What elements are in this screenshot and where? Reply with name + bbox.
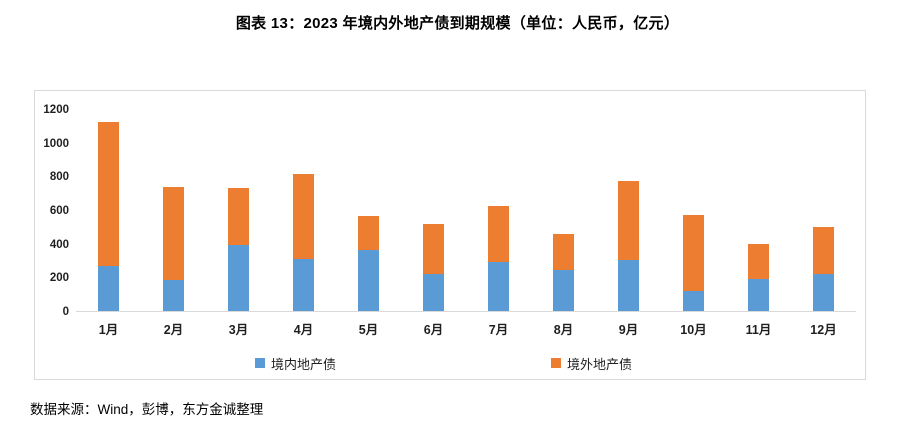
bar-segment (683, 291, 704, 311)
bar-segment (748, 243, 769, 280)
bar-group (423, 223, 444, 311)
x-tick-label: 11月 (745, 323, 772, 337)
bar-group (553, 233, 574, 311)
plot-area (76, 110, 856, 312)
y-tick-label: 400 (49, 238, 69, 251)
x-tick-label: 1月 (98, 323, 119, 337)
y-tick-label: 800 (49, 171, 69, 184)
x-tick-label: 5月 (358, 323, 379, 337)
legend-item: 境外地产债 (551, 354, 632, 372)
bar-segment (228, 245, 249, 311)
bar-segment (228, 188, 249, 246)
legend-label: 境内地产债 (271, 356, 337, 372)
y-tick-label: 1000 (43, 137, 69, 150)
bar-segment (423, 274, 444, 311)
bar-segment (293, 258, 314, 311)
bar-segment (553, 233, 574, 270)
bar-group (228, 188, 249, 311)
bar-segment (618, 260, 639, 311)
x-tick-label: 2月 (163, 323, 184, 337)
bar-group (618, 181, 639, 311)
bar-segment (488, 262, 509, 311)
bar-segment (98, 265, 119, 311)
bar-group (488, 206, 509, 311)
x-tick-label: 10月 (680, 323, 707, 337)
bar-segment (293, 173, 314, 259)
bar-segment (618, 181, 639, 261)
bar-group (748, 243, 769, 311)
bar-segment (748, 279, 769, 311)
x-tick-label: 6月 (423, 323, 444, 337)
bar-group (358, 216, 379, 311)
bar-segment (813, 274, 834, 311)
y-axis: 0 200 400 600 800 1000 1200 (35, 104, 69, 318)
bar-segment (358, 250, 379, 311)
x-tick-label: 8月 (553, 323, 574, 337)
chart-container: 0 200 400 600 800 1000 1200 1月 2月 3月 4月 5月 6月 7月 8月 9月… (34, 90, 866, 380)
bar-group (813, 226, 834, 311)
bar-group (98, 121, 119, 311)
data-source-note: 数据来源：Wind，彭博，东方金诚整理 (30, 402, 264, 417)
y-tick-label: 1200 (43, 104, 69, 116)
bar-group (683, 214, 704, 311)
x-axis: 1月 2月 3月 4月 5月 6月 7月 8月 9月 10月 11月 12月 (76, 319, 856, 339)
legend-swatch-icon (551, 358, 561, 368)
bar-segment (163, 187, 184, 280)
x-tick-label: 12月 (810, 323, 837, 337)
x-tick-label: 4月 (293, 323, 314, 337)
bar-segment (488, 206, 509, 263)
y-tick-label: 600 (49, 205, 69, 217)
bar-segment (163, 279, 184, 311)
legend-item: 境内地产债 (255, 354, 336, 372)
bar-group (163, 187, 184, 311)
bar-segment (553, 269, 574, 311)
legend-label: 境外地产债 (567, 356, 633, 372)
bar-segment (423, 223, 444, 275)
bar-segment (683, 214, 704, 292)
bar-segment (358, 216, 379, 251)
y-tick-label: 200 (49, 272, 69, 285)
x-tick-label: 7月 (488, 323, 509, 337)
chart-title: 图表 13：2023 年境内外地产债到期规模（单位：人民币，亿元） (235, 15, 680, 32)
bar-segment (813, 226, 834, 275)
x-tick-label: 9月 (618, 323, 639, 337)
x-tick-label: 3月 (228, 323, 249, 337)
bar-segment (98, 121, 119, 266)
legend-swatch-icon (255, 358, 265, 368)
legend: 境内地产债 境外地产债 (35, 354, 867, 374)
bar-group (293, 173, 314, 311)
y-tick-label: 0 (62, 306, 69, 318)
